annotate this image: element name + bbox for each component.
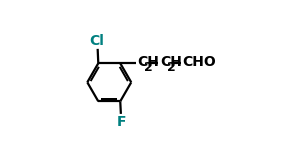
Text: 2: 2 bbox=[167, 61, 176, 74]
Text: F: F bbox=[117, 115, 126, 128]
Text: 2: 2 bbox=[144, 61, 153, 74]
Text: CH: CH bbox=[137, 55, 159, 69]
Text: Cl: Cl bbox=[89, 34, 104, 48]
Text: CHO: CHO bbox=[183, 55, 216, 69]
Text: CH: CH bbox=[160, 55, 182, 69]
